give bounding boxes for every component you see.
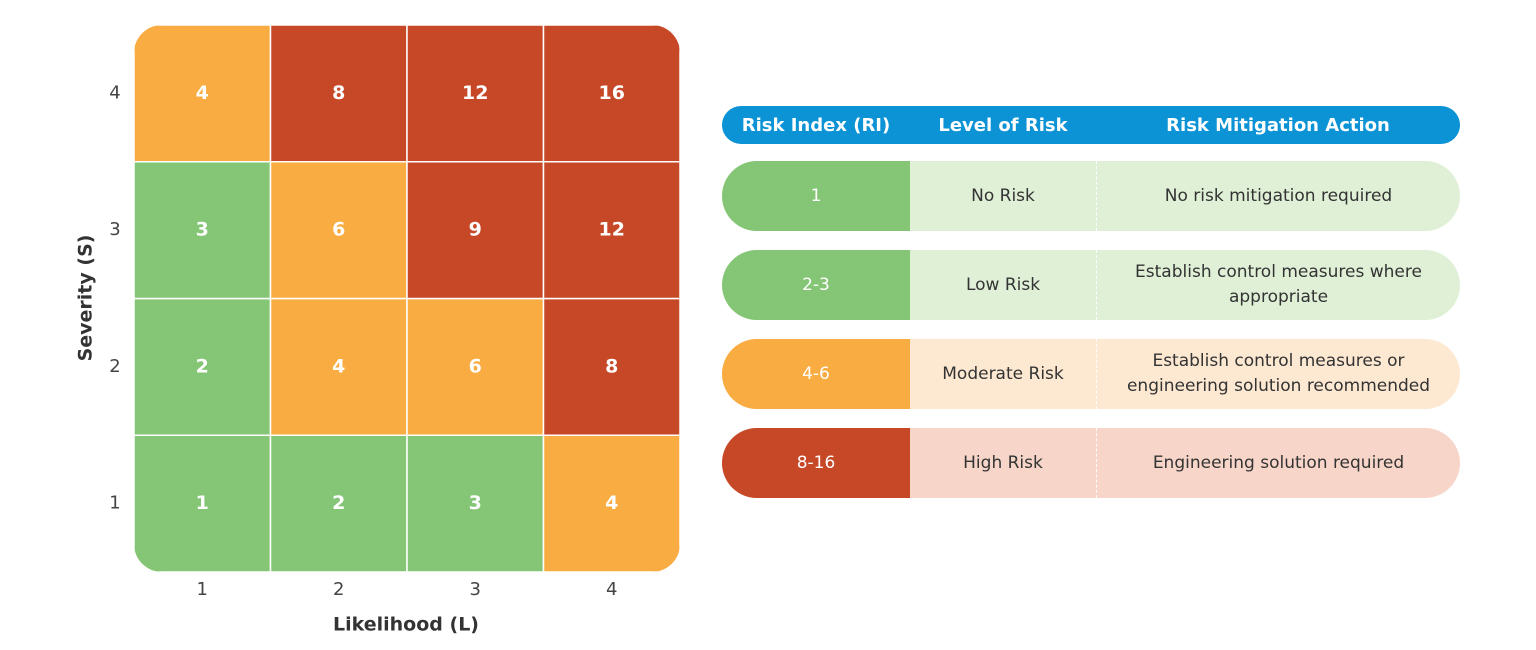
matrix-cell [134, 161, 272, 300]
y-axis-title: Severity (S) [75, 235, 97, 362]
x-tick-label: 4 [606, 579, 617, 600]
cell-value: 8 [605, 355, 618, 377]
risk-index: 2-3 [722, 250, 910, 320]
y-tick-label: 2 [109, 356, 120, 377]
x-tick-label: 3 [470, 579, 481, 600]
mitigation-action: No risk mitigation required [1096, 161, 1460, 231]
risk-index: 4-6 [722, 339, 910, 409]
matrix-cell [269, 25, 408, 163]
matrix-cell [134, 434, 272, 572]
mitigation-action: Establish control measures or engineerin… [1096, 339, 1460, 409]
table-row: 4-6 Moderate Risk Establish control measur… [722, 339, 1460, 409]
risk-matrix: Likelihood (L) Severity (S) 1 2 3 42 4 6 83 6 9 1… [75, 25, 680, 636]
matrix-cell [406, 297, 545, 436]
matrix-cell [269, 434, 408, 572]
x-axis-title: Likelihood (L) [333, 614, 479, 636]
cell-value: 9 [469, 219, 482, 241]
cell-value: 12 [462, 82, 488, 104]
x-tick-label: 1 [197, 579, 208, 600]
cell-value: 6 [332, 219, 345, 241]
risk-level: No Risk [971, 185, 1035, 206]
matrix-cell [542, 161, 680, 300]
matrix-cell [406, 25, 545, 163]
mitigation-action: Engineering solution required [1096, 428, 1460, 498]
header-cell: Level of Risk [938, 114, 1068, 136]
cell-value: 6 [469, 355, 482, 377]
matrix-cell [134, 25, 272, 163]
cell-value: 3 [196, 219, 209, 241]
header-cell: Risk Mitigation Action [1166, 114, 1390, 136]
risk-index: 8-16 [722, 428, 910, 498]
cell-value: 8 [332, 82, 345, 104]
cell-value: 2 [196, 355, 209, 377]
table-row: 1 No Risk No risk mitigation required [722, 161, 1460, 231]
y-tick-label: 3 [109, 219, 120, 240]
cell-value: 2 [332, 492, 345, 514]
cell-value: 4 [332, 355, 345, 377]
risk-level: Low Risk [965, 274, 1041, 295]
risk-level: High Risk [963, 452, 1043, 473]
risk-level: Moderate Risk [942, 363, 1064, 384]
cell-value: 4 [196, 82, 209, 104]
mitigation-action: Establish control measures where appropr… [1096, 250, 1460, 320]
cell-value: 12 [599, 219, 625, 241]
matrix-cell [542, 434, 680, 572]
header-cell: Risk Index (RI) [741, 114, 891, 136]
y-tick-label: 4 [109, 82, 120, 103]
matrix-cell [406, 161, 545, 300]
matrix-cell [542, 25, 680, 163]
matrix-cells [134, 25, 680, 572]
y-tick-label: 1 [109, 493, 120, 514]
matrix-cell [269, 161, 408, 300]
cell-value: 4 [605, 492, 618, 514]
cell-value: 16 [599, 82, 625, 104]
cell-value: 3 [469, 492, 482, 514]
matrix-cell [542, 297, 680, 436]
x-tick-label: 2 [333, 579, 344, 600]
table-row: 2-3 Low Risk Establish control measures wh… [722, 250, 1460, 320]
table-header: Risk Index (RI) Level of Risk Risk Mitigat… [722, 106, 1460, 144]
risk-index: 1 [722, 161, 910, 231]
matrix-cell [134, 297, 272, 436]
cell-value: 1 [196, 492, 209, 514]
table-row: 8-16 High Risk Engineering solution requir… [722, 428, 1460, 498]
